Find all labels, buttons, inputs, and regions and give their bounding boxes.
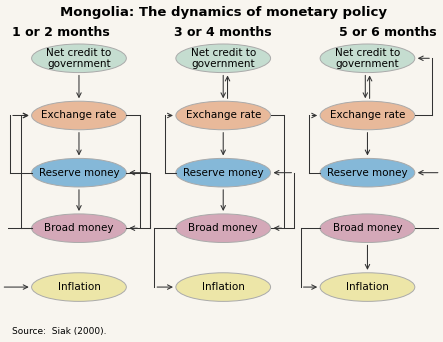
Ellipse shape — [176, 214, 271, 242]
Text: Reserve money: Reserve money — [327, 168, 408, 178]
Text: Net credit to
government: Net credit to government — [190, 48, 256, 69]
Ellipse shape — [320, 273, 415, 301]
Text: Broad money: Broad money — [333, 223, 402, 233]
Ellipse shape — [176, 44, 271, 73]
Ellipse shape — [31, 44, 126, 73]
Ellipse shape — [320, 101, 415, 130]
Ellipse shape — [31, 273, 126, 301]
Ellipse shape — [176, 158, 271, 187]
Text: Broad money: Broad money — [44, 223, 114, 233]
Ellipse shape — [31, 214, 126, 242]
Ellipse shape — [320, 158, 415, 187]
Ellipse shape — [31, 158, 126, 187]
Ellipse shape — [176, 273, 271, 301]
Text: Source:  Siak (2000).: Source: Siak (2000). — [12, 327, 107, 336]
Text: Inflation: Inflation — [58, 282, 101, 292]
Text: 3 or 4 months: 3 or 4 months — [175, 26, 272, 39]
Ellipse shape — [31, 101, 126, 130]
Text: Exchange rate: Exchange rate — [186, 110, 261, 120]
Text: Net credit to
government: Net credit to government — [47, 48, 112, 69]
Ellipse shape — [320, 214, 415, 242]
Text: Reserve money: Reserve money — [183, 168, 264, 178]
Ellipse shape — [320, 44, 415, 73]
Text: 1 or 2 months: 1 or 2 months — [12, 26, 110, 39]
Text: Inflation: Inflation — [346, 282, 389, 292]
Text: 5 or 6 months: 5 or 6 months — [339, 26, 436, 39]
Text: Net credit to
government: Net credit to government — [335, 48, 400, 69]
Ellipse shape — [176, 101, 271, 130]
Text: Mongolia: The dynamics of monetary policy: Mongolia: The dynamics of monetary polic… — [60, 6, 387, 19]
Text: Exchange rate: Exchange rate — [41, 110, 117, 120]
Text: Exchange rate: Exchange rate — [330, 110, 405, 120]
Text: Reserve money: Reserve money — [39, 168, 119, 178]
Text: Inflation: Inflation — [202, 282, 245, 292]
Text: Broad money: Broad money — [188, 223, 258, 233]
